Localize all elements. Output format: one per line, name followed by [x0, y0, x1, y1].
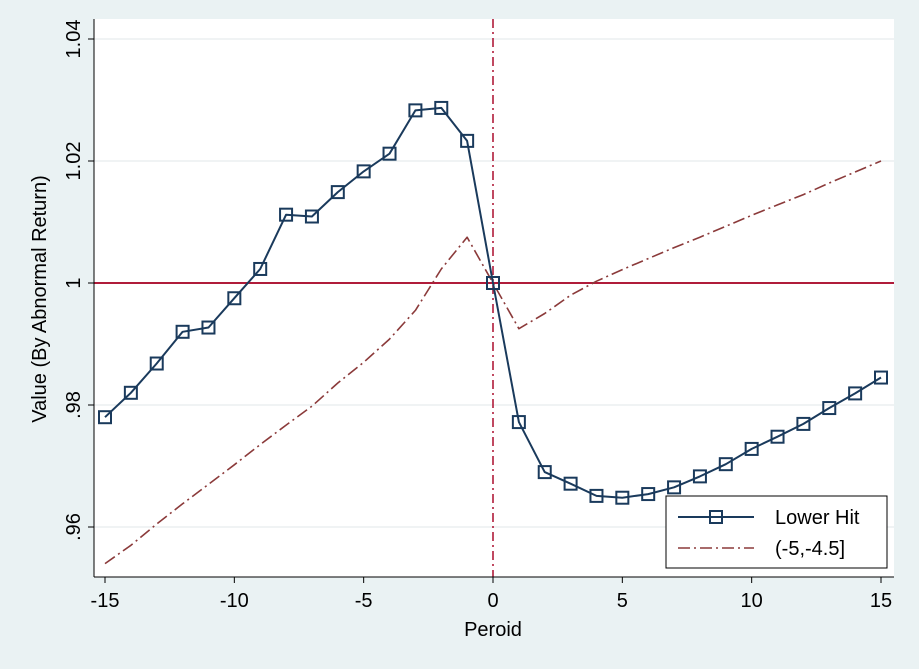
data-point-lower-hit	[770, 429, 785, 444]
data-point-lower-hit	[279, 207, 294, 222]
y-axis-label: Value (By Abnormal Return)	[29, 175, 51, 423]
data-point-lower-hit	[382, 146, 397, 161]
data-point-lower-hit	[744, 441, 759, 456]
series-line-5-4-5	[104, 160, 882, 565]
data-point-lower-hit	[304, 209, 319, 224]
x-tick-label: -5	[355, 590, 373, 612]
plot-area	[94, 19, 894, 577]
data-point-lower-hit	[537, 465, 552, 480]
y-tick-label: .96	[63, 513, 85, 541]
data-point-lower-hit	[641, 487, 656, 502]
data-point-lower-hit	[692, 469, 707, 484]
legend-label-range: (-5,-4.5]	[775, 538, 845, 560]
x-tick-label: 5	[617, 590, 628, 612]
data-point-lower-hit	[98, 410, 112, 425]
data-point-lower-hit	[201, 320, 216, 335]
x-axis-ticks: -15 -10 -5 0 5 10 15	[91, 577, 892, 612]
data-point-lower-hit	[874, 370, 888, 385]
legend-label-lower-hit: Lower Hit	[775, 507, 860, 529]
data-point-lower-hit	[615, 490, 630, 505]
data-point-lower-hit	[511, 415, 526, 430]
y-tick-label: 1.04	[63, 20, 85, 59]
data-point-lower-hit	[589, 488, 604, 503]
data-point-lower-hit	[667, 480, 682, 495]
data-point-lower-hit	[356, 164, 371, 179]
x-tick-label: -15	[91, 590, 120, 612]
legend-box	[665, 495, 888, 569]
x-tick-label: 10	[741, 590, 763, 612]
data-point-lower-hit	[330, 185, 345, 200]
data-point-lower-hit	[408, 103, 423, 118]
data-point-lower-hit	[796, 416, 811, 431]
data-point-lower-hit	[718, 457, 733, 472]
y-tick-label: 1	[63, 277, 85, 288]
data-point-lower-hit	[149, 356, 164, 371]
x-tick-label: 15	[870, 590, 892, 612]
y-tick-label: .98	[63, 391, 85, 419]
data-point-lower-hit	[563, 476, 578, 491]
legend: Lower Hit (-5,-4.5]	[665, 495, 888, 569]
data-point-lower-hit	[822, 401, 837, 416]
x-axis-label: Peroid	[464, 619, 522, 641]
legend-marker-lower-hit	[709, 510, 723, 524]
data-point-lower-hit	[175, 324, 190, 339]
y-tick-label: 1.02	[63, 142, 85, 181]
data-point-lower-hit	[253, 261, 268, 276]
data-point-lower-hit	[227, 291, 242, 306]
y-axis-ticks: .96 .98 1 1.02 1.04	[63, 20, 94, 541]
series-layer	[98, 100, 888, 565]
series-line-lower-hit	[104, 106, 882, 499]
data-point-lower-hit	[460, 133, 475, 148]
x-tick-label: 0	[487, 590, 498, 612]
data-point-lower-hit	[434, 100, 449, 115]
data-point-lower-hit	[486, 276, 500, 290]
data-point-lower-hit	[123, 385, 138, 400]
data-point-lower-hit	[848, 386, 863, 401]
x-tick-label: -10	[220, 590, 249, 612]
